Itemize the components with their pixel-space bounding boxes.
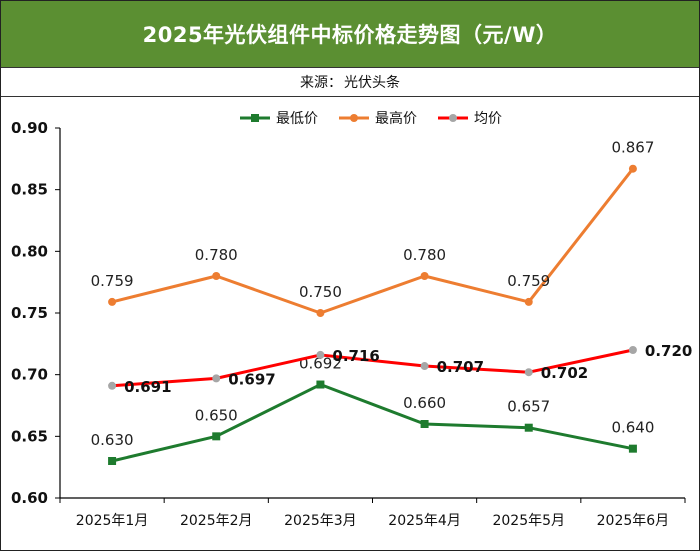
source-value: 光伏头条 bbox=[344, 75, 400, 91]
data-point bbox=[212, 272, 221, 280]
data-label: 0.650 bbox=[195, 406, 238, 424]
x-tick-label: 2025年2月 bbox=[180, 513, 253, 529]
series-line bbox=[111, 348, 634, 388]
y-tick-label: 0.90 bbox=[11, 119, 48, 137]
chart-title: 2025年光伏组件中标价格走势图（元/W） bbox=[1, 1, 699, 67]
y-tick-label: 0.85 bbox=[11, 181, 48, 199]
legend-marker bbox=[251, 114, 259, 122]
data-label: 0.660 bbox=[403, 394, 446, 412]
data-label: 0.692 bbox=[299, 355, 342, 373]
data-point bbox=[316, 380, 325, 389]
data-point bbox=[420, 420, 429, 428]
data-point bbox=[212, 374, 221, 383]
data-label: 0.720 bbox=[645, 342, 692, 360]
data-label: 0.750 bbox=[299, 283, 342, 301]
data-label: 0.640 bbox=[611, 419, 654, 437]
legend-marker bbox=[449, 114, 457, 122]
data-label: 0.716 bbox=[332, 347, 379, 365]
data-label: 0.702 bbox=[541, 364, 588, 382]
x-tick-label: 2025年3月 bbox=[284, 513, 357, 529]
data-point bbox=[316, 350, 325, 359]
data-label: 0.867 bbox=[611, 139, 654, 157]
legend-label: 最低价 bbox=[276, 111, 318, 127]
series-2: 0.691 0.697 0.716 0.707 0.702 0.720 bbox=[108, 342, 692, 396]
data-point bbox=[628, 164, 637, 173]
data-label: 0.780 bbox=[403, 246, 446, 264]
source-label: 来源： bbox=[300, 75, 342, 91]
data-point bbox=[108, 297, 117, 306]
y-tick-label: 0.70 bbox=[11, 366, 48, 384]
x-tick-label: 2025年6月 bbox=[597, 513, 670, 529]
x-tick-label: 2025年4月 bbox=[388, 513, 461, 529]
data-label: 0.759 bbox=[91, 272, 134, 290]
data-point bbox=[212, 432, 221, 441]
chart-series: 0.630 0.650 0.692 0.660 0.657 0.640 0.759 0.780… bbox=[91, 139, 692, 465]
data-label: 0.657 bbox=[507, 398, 550, 416]
data-point bbox=[108, 457, 117, 465]
data-label: 0.780 bbox=[195, 246, 238, 264]
legend-label: 最高价 bbox=[375, 110, 417, 127]
legend-item: 最高价 bbox=[339, 110, 417, 127]
legend-marker bbox=[350, 114, 358, 122]
data-point bbox=[524, 423, 533, 432]
data-point bbox=[524, 368, 533, 377]
y-tick-label: 0.80 bbox=[11, 242, 48, 260]
y-tick-label: 0.60 bbox=[11, 489, 48, 507]
series-1: 0.759 0.780 0.750 0.780 0.759 0.867 bbox=[91, 139, 654, 317]
series-line bbox=[111, 167, 635, 315]
x-tick-label: 2025年5月 bbox=[492, 513, 565, 529]
y-tick-label: 0.65 bbox=[11, 427, 48, 445]
source-line: 来源： 光伏头条 bbox=[1, 67, 699, 97]
data-point bbox=[628, 346, 637, 354]
legend-item: 均价 bbox=[438, 111, 502, 127]
chart-legend: 最低价 最高价 均价 bbox=[240, 110, 502, 127]
data-label: 0.759 bbox=[507, 272, 550, 290]
data-point bbox=[420, 362, 429, 371]
data-point bbox=[316, 309, 325, 317]
legend-item: 最低价 bbox=[240, 111, 318, 127]
series-0: 0.630 0.650 0.692 0.660 0.657 0.640 bbox=[91, 355, 654, 465]
y-tick-label: 0.75 bbox=[11, 304, 48, 322]
data-label: 0.630 bbox=[91, 431, 134, 449]
data-label: 0.707 bbox=[437, 358, 484, 376]
x-tick-label: 2025年1月 bbox=[76, 513, 149, 529]
series-line bbox=[111, 383, 634, 463]
chart-axes: 0.60 0.65 0.70 0.75 0.80 0.85 0.90 2025年1月 2025年… bbox=[11, 119, 686, 529]
data-label: 0.697 bbox=[228, 370, 275, 388]
line-chart: 0.60 0.65 0.70 0.75 0.80 0.85 0.90 2025年1月 2025年… bbox=[11, 110, 692, 529]
data-point bbox=[108, 381, 117, 390]
legend-label: 均价 bbox=[474, 111, 502, 127]
data-point bbox=[524, 297, 533, 306]
data-point bbox=[420, 272, 429, 280]
data-label: 0.691 bbox=[124, 378, 171, 396]
data-point bbox=[628, 444, 637, 453]
